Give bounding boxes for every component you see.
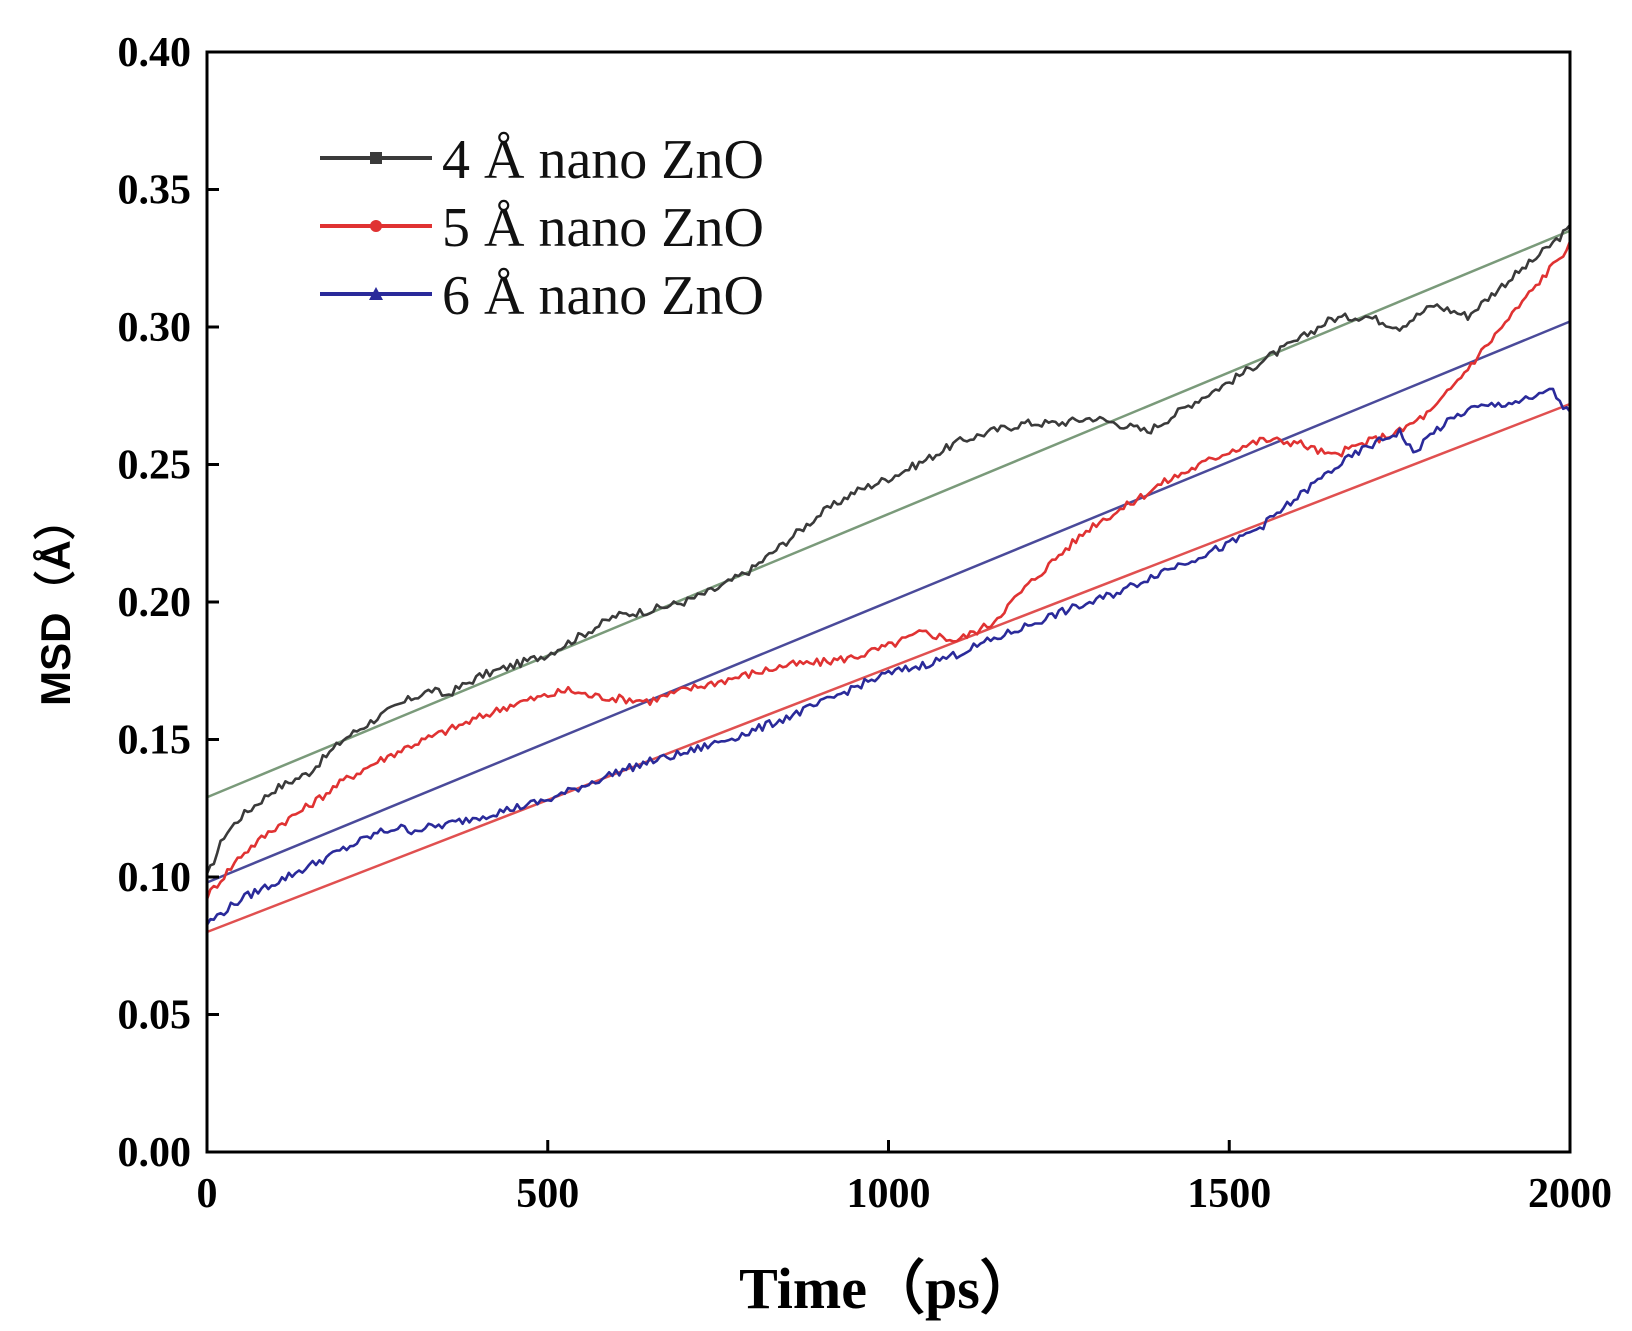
- x-tick-label: 0: [197, 1171, 218, 1217]
- fit-lines: [206, 229, 1571, 934]
- legend-label: 5 Å nano ZnO: [442, 197, 764, 259]
- x-tick-label: 500: [516, 1171, 579, 1217]
- legend-square-marker: [370, 152, 382, 164]
- y-tick-label: 0.25: [118, 443, 192, 489]
- fit-line: [206, 402, 1571, 934]
- legend-label: 6 Å nano ZnO: [442, 265, 764, 327]
- legend-circle-marker: [370, 220, 382, 232]
- x-axis-ticks: 0 500 1000 1500 2000: [197, 1140, 1612, 1217]
- y-tick-label: 0.05: [118, 993, 192, 1039]
- y-axis-label: MSD（Å）: [32, 498, 79, 706]
- legend-label: 4 Å nano ZnO: [442, 129, 764, 191]
- y-tick-label: 0.30: [118, 305, 192, 351]
- fit-line: [206, 320, 1571, 884]
- x-axis-label: Time（ps）: [739, 1256, 1038, 1321]
- x-tick-label: 1500: [1187, 1171, 1271, 1217]
- fit-line: [206, 229, 1571, 799]
- y-tick-label: 0.35: [118, 168, 192, 214]
- series-line: [205, 240, 1572, 900]
- y-tick-label: 0.00: [118, 1130, 192, 1176]
- y-tick-label: 0.20: [118, 580, 192, 626]
- x-tick-label: 1000: [847, 1171, 931, 1217]
- legend-triangle-marker: [369, 287, 383, 300]
- y-tick-label: 0.40: [118, 30, 192, 76]
- series-lines: [205, 224, 1572, 926]
- y-tick-label: 0.10: [118, 855, 192, 901]
- y-tick-label: 0.15: [118, 718, 192, 764]
- series-line: [205, 387, 1572, 926]
- y-axis-ticks: 0.00 0.05 0.10 0.15 0.20 0.25 0.30 0.35 0.40: [118, 30, 219, 1176]
- series-line: [205, 224, 1572, 875]
- x-tick-label: 2000: [1528, 1171, 1612, 1217]
